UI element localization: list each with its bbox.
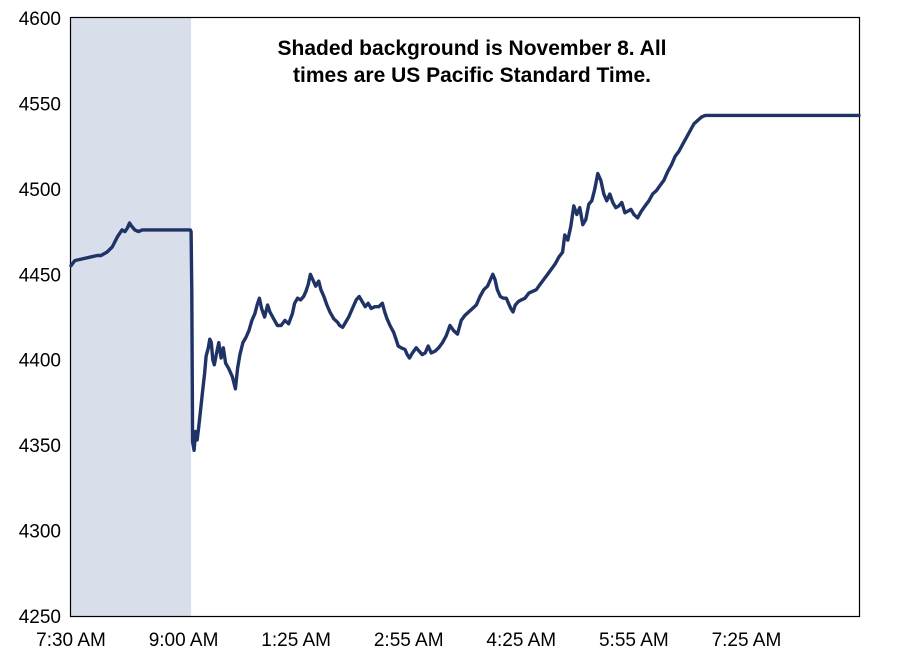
- x-tick-label: 7:25 AM: [712, 630, 782, 651]
- x-tick-label: 4:25 AM: [486, 630, 556, 651]
- y-tick-label: 4350: [19, 436, 61, 457]
- x-tick-label: 7:30 AM: [36, 630, 106, 651]
- x-tick-label: 5:55 AM: [599, 630, 669, 651]
- y-tick-label: 4550: [19, 94, 61, 115]
- x-tick-label: 2:55 AM: [374, 630, 444, 651]
- annotation-line-2: times are US Pacific Standard Time.: [293, 64, 651, 87]
- series-line: [69, 113, 861, 452]
- x-axis: 7:30 AM 9:00 AM 1:25 AM 2:55 AM 4:25 AM 5:55 …: [36, 630, 781, 651]
- y-axis: 4250 4300 4350 4400 4450 4500 4550 4600: [19, 9, 61, 628]
- y-tick-label: 4500: [19, 180, 61, 201]
- y-tick-label: 4300: [19, 522, 61, 543]
- y-tick-label: 4600: [19, 9, 61, 30]
- plot-area-frame: [69, 16, 861, 618]
- y-tick-label: 4250: [19, 607, 61, 628]
- y-tick-label: 4450: [19, 265, 61, 286]
- y-tick-label: 4400: [19, 351, 61, 372]
- x-tick-label: 1:25 AM: [261, 630, 331, 651]
- annotation-line-1: Shaded background is November 8. All: [278, 37, 667, 60]
- x-tick-label: 9:00 AM: [149, 630, 219, 651]
- shaded-region: [71, 18, 192, 616]
